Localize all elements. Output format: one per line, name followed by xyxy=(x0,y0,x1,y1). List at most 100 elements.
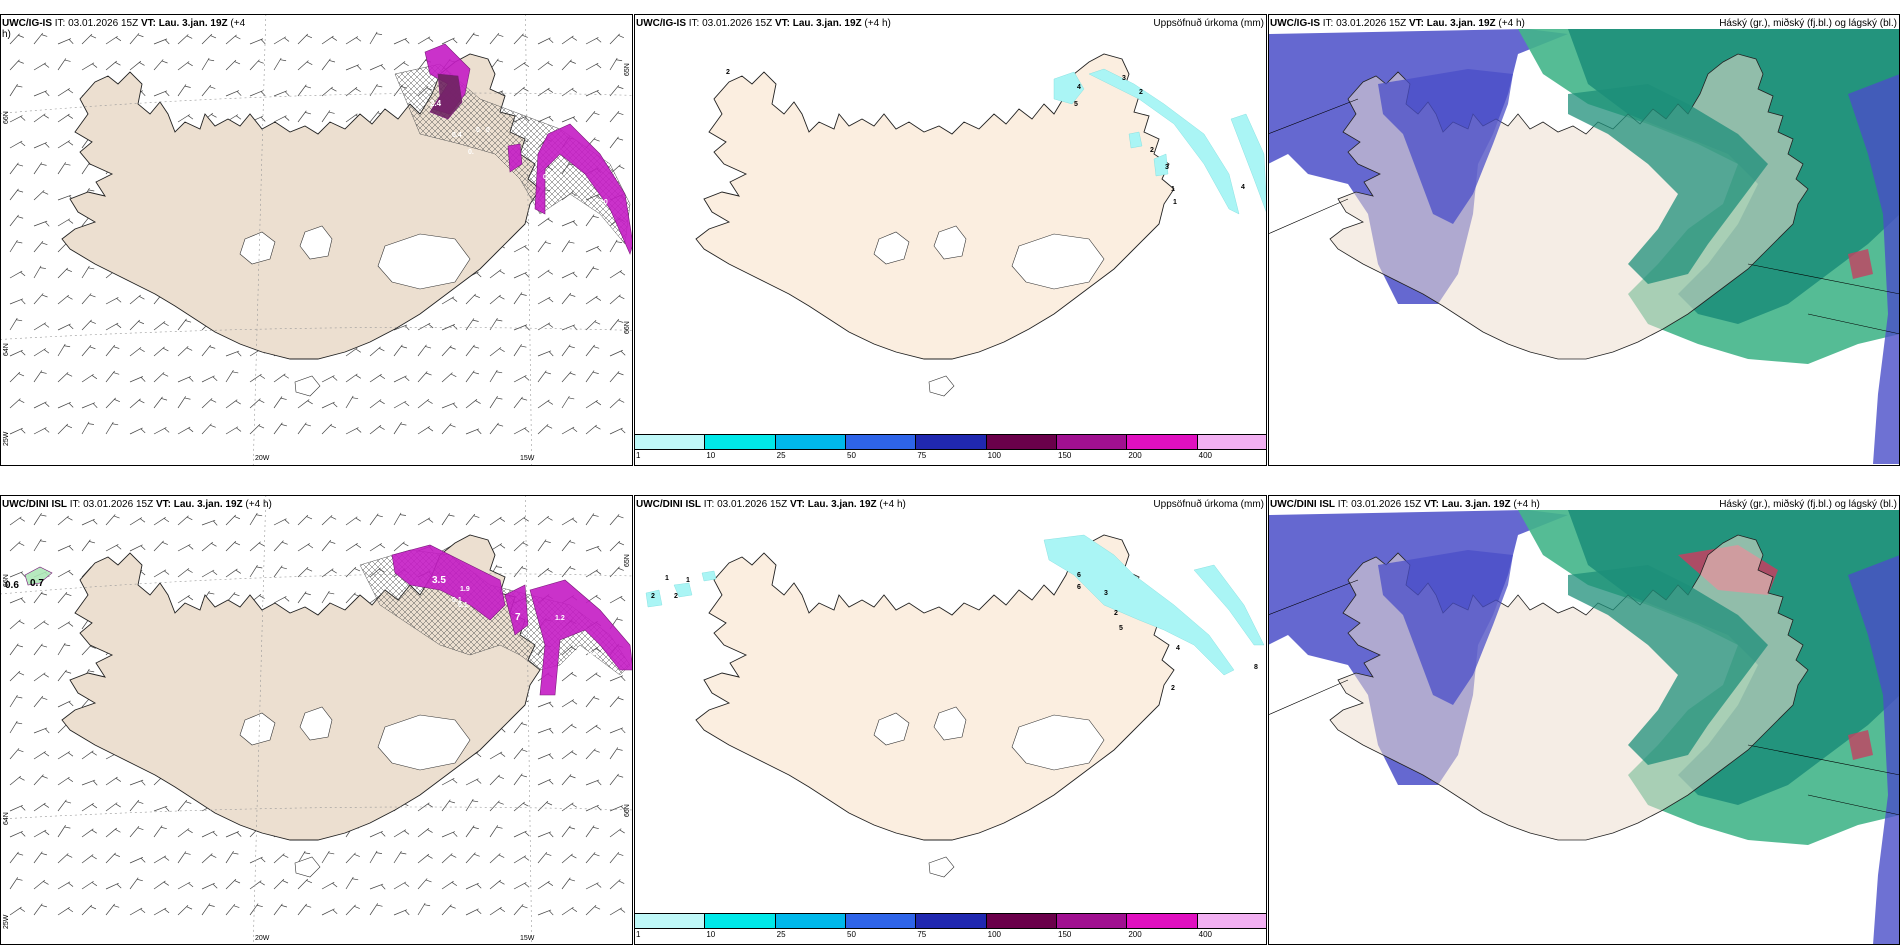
wind-barb xyxy=(393,400,407,409)
wind-barb xyxy=(489,396,498,409)
wind-barb-flag xyxy=(140,377,146,382)
wind-barb xyxy=(153,880,166,890)
wind-barb-flag xyxy=(473,853,480,857)
wind-barb-flag xyxy=(116,883,122,889)
wind-barb xyxy=(9,804,23,812)
wind-barb xyxy=(9,59,20,71)
wind-barb xyxy=(393,909,408,916)
wind-barb-flag xyxy=(548,351,554,357)
wind-barb-flag xyxy=(328,852,335,855)
wind-barb xyxy=(609,427,623,435)
wind-barb-flag xyxy=(19,777,25,781)
precip-area xyxy=(1153,153,1169,177)
wind-barb-flag xyxy=(376,85,383,88)
precip-value-label: 2 xyxy=(726,69,730,76)
wind-barb-flag xyxy=(209,86,216,89)
gust-value-label: 2 xyxy=(592,660,596,667)
wind-barb xyxy=(9,619,21,630)
wind-barb xyxy=(585,905,597,916)
wind-barb xyxy=(57,38,72,45)
wind-barb xyxy=(129,857,143,864)
wind-barb-flag xyxy=(41,242,48,246)
wind-barb-flag xyxy=(332,882,338,888)
wind-barb xyxy=(489,347,502,357)
wind-barb-flag xyxy=(92,403,98,409)
wind-barb xyxy=(297,591,307,604)
wind-barb-flag xyxy=(592,215,599,219)
wind-barb xyxy=(33,672,46,682)
wind-barb-flag xyxy=(234,61,241,65)
high-cloud-over-land xyxy=(1378,550,1513,705)
wind-barb-flag xyxy=(186,906,193,910)
wind-barb-flag xyxy=(355,374,361,379)
parallel xyxy=(0,327,633,340)
wind-barb-flag xyxy=(44,143,50,148)
wind-barb-flag xyxy=(187,829,193,834)
wind-barb-flag xyxy=(522,34,528,38)
wind-barb-flag xyxy=(571,751,577,756)
boundary-lines xyxy=(1268,579,1900,816)
wind-barb xyxy=(345,592,356,604)
wind-barb-flag xyxy=(617,775,624,778)
wind-barb xyxy=(465,852,476,864)
wind-barb xyxy=(177,851,187,864)
wind-barb-flag xyxy=(16,696,23,699)
wind-barb xyxy=(609,675,624,682)
wind-barb xyxy=(561,426,575,435)
wind-barb-flag xyxy=(380,831,386,837)
wind-barb xyxy=(489,825,499,838)
wind-barb-flag xyxy=(476,909,482,915)
wind-gust-map-panel-top: 2.4 0. 0.4 0 0 0.6 2.0 UWC/IG-IS IT: 03.01.202… xyxy=(0,14,633,466)
wind-barb-flag xyxy=(16,319,23,322)
wind-barb-flag xyxy=(524,376,530,381)
wind-barb xyxy=(585,424,597,435)
wind-barb xyxy=(225,568,238,578)
wind-barb xyxy=(33,829,47,838)
wind-barb-flag xyxy=(332,909,338,915)
precip-value-label: 4 xyxy=(1176,645,1180,652)
wind-barb xyxy=(105,370,115,383)
wind-barb-flag xyxy=(116,298,122,303)
wind-barb xyxy=(537,880,550,890)
wind-barb xyxy=(585,62,599,71)
precip-value-label: 2 xyxy=(1150,147,1154,154)
wind-barb-flag xyxy=(616,241,623,244)
wind-barb-flag xyxy=(425,346,432,349)
wind-barb-flag xyxy=(476,779,482,784)
wind-barb-flag xyxy=(404,830,410,835)
wind-barb xyxy=(57,669,67,682)
wind-barb xyxy=(153,907,167,916)
wind-barb-flag xyxy=(427,400,433,404)
wind-barb xyxy=(561,271,575,279)
wind-barb-flag xyxy=(284,519,290,524)
wind-barb-flag xyxy=(138,321,145,325)
wind-barb-flag xyxy=(595,595,602,600)
colorbar-label: 100 xyxy=(987,451,1002,460)
wind-barb xyxy=(273,115,287,123)
wind-barb-flag xyxy=(568,397,575,400)
wind-barb xyxy=(393,61,406,71)
wind-barb-flag xyxy=(64,345,71,348)
wind-barb-flag xyxy=(547,218,553,223)
wind-barb-flag xyxy=(18,60,24,64)
wind-barb-flag xyxy=(68,402,74,408)
wind-barb-flag xyxy=(499,908,506,913)
wind-barb xyxy=(249,541,261,552)
gust-value-label: 3.5 xyxy=(432,575,446,586)
wind-barb xyxy=(273,373,286,383)
wind-map-svg-bottom: 0.6 0.7 3.5 1.9 0.10.1 7 1.2 4.5 2 xyxy=(0,495,633,945)
wind-barb xyxy=(225,369,234,383)
wind-barb-flag xyxy=(545,371,551,375)
wind-barb-flag xyxy=(284,597,290,602)
colorbar-segment xyxy=(1196,913,1267,929)
parallel xyxy=(0,806,633,820)
wind-barb xyxy=(81,828,94,838)
wind-barb xyxy=(9,541,21,552)
wind-barb-flag xyxy=(40,514,47,517)
wind-barb xyxy=(609,851,620,864)
wind-barb-flag xyxy=(425,372,432,376)
wind-barb-flag xyxy=(184,852,191,855)
wind-barb xyxy=(249,38,264,45)
wind-barb xyxy=(489,32,500,45)
wind-barb-flag xyxy=(260,857,266,863)
